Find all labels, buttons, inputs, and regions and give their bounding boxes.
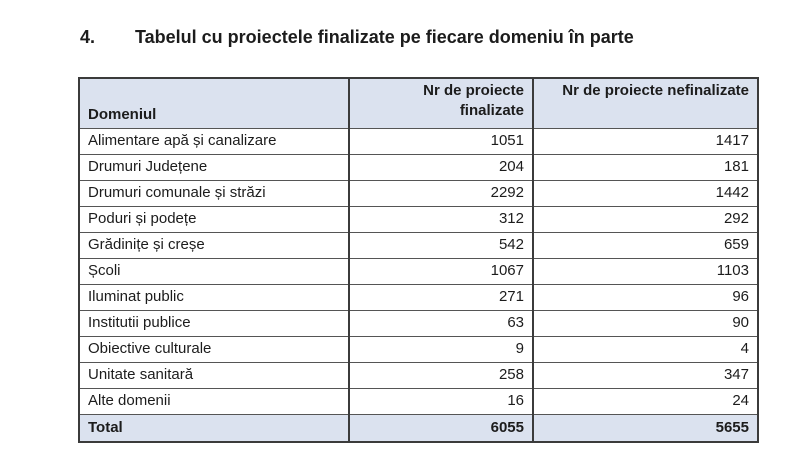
table-row: Drumuri Județene 204 181	[78, 154, 758, 181]
domain-cell: Alimentare apă și canalizare	[78, 128, 349, 155]
domain-cell: Obiective culturale	[78, 336, 349, 363]
table-row: Obiective culturale 9 4	[78, 336, 758, 363]
table-row: Institutii publice 63 90	[78, 310, 758, 337]
finalized-cell: 1051	[348, 128, 533, 155]
unfinalized-cell: 4	[532, 336, 758, 363]
section-number: 4.	[80, 27, 96, 47]
finalized-cell: 63	[348, 310, 533, 337]
table-row: Școli 1067 1103	[78, 258, 758, 285]
unfinalized-cell: 24	[532, 388, 758, 415]
unfinalized-cell: 96	[532, 284, 758, 311]
header-finalized: Nr de proiecte finalizate	[348, 78, 533, 129]
table-row: Iluminat public 271 96	[78, 284, 758, 311]
finalized-cell: 9	[348, 336, 533, 363]
finalized-cell: 258	[348, 362, 533, 389]
total-unfinalized: 5655	[532, 414, 758, 442]
domain-cell: Alte domenii	[78, 388, 349, 415]
domain-cell: Școli	[78, 258, 349, 285]
table-row: Drumuri comunale și străzi 2292 1442	[78, 180, 758, 207]
finalized-cell: 1067	[348, 258, 533, 285]
domain-cell: Drumuri Județene	[78, 154, 349, 181]
table-body: Alimentare apă și canalizare 1051 1417 D…	[78, 128, 758, 415]
total-label: Total	[78, 414, 349, 442]
table-row: Unitate sanitară 258 347	[78, 362, 758, 389]
unfinalized-cell: 659	[532, 232, 758, 259]
total-finalized: 6055	[348, 414, 533, 442]
finalized-cell: 204	[348, 154, 533, 181]
table-row: Alimentare apă și canalizare 1051 1417	[78, 128, 758, 155]
unfinalized-cell: 347	[532, 362, 758, 389]
table-row: Grădinițe și creșe 542 659	[78, 232, 758, 259]
unfinalized-cell: 90	[532, 310, 758, 337]
finalized-cell: 271	[348, 284, 533, 311]
table-row: Poduri și podețe 312 292	[78, 206, 758, 233]
table-footer: Total 6055 5655	[78, 414, 758, 442]
unfinalized-cell: 292	[532, 206, 758, 233]
projects-table: Domeniul Nr de proiecte finalizate Nr de…	[78, 77, 759, 443]
header-row: Domeniul Nr de proiecte finalizate Nr de…	[78, 78, 758, 129]
header-unfinalized: Nr de proiecte nefinalizate	[532, 78, 758, 129]
section-heading: 4. Tabelul cu proiectele finalizate pe fi…	[80, 27, 634, 48]
table-row: Alte domenii 16 24	[78, 388, 758, 415]
unfinalized-cell: 181	[532, 154, 758, 181]
domain-cell: Poduri și podețe	[78, 206, 349, 233]
domain-cell: Grădinițe și creșe	[78, 232, 349, 259]
unfinalized-cell: 1417	[532, 128, 758, 155]
unfinalized-cell: 1103	[532, 258, 758, 285]
finalized-cell: 16	[348, 388, 533, 415]
domain-cell: Drumuri comunale și străzi	[78, 180, 349, 207]
finalized-cell: 312	[348, 206, 533, 233]
domain-cell: Iluminat public	[78, 284, 349, 311]
domain-cell: Institutii publice	[78, 310, 349, 337]
unfinalized-cell: 1442	[532, 180, 758, 207]
header-domain: Domeniul	[78, 78, 349, 129]
section-title: Tabelul cu proiectele finalizate pe fiec…	[135, 27, 634, 47]
finalized-cell: 2292	[348, 180, 533, 207]
total-row: Total 6055 5655	[78, 414, 758, 442]
finalized-cell: 542	[348, 232, 533, 259]
domain-cell: Unitate sanitară	[78, 362, 349, 389]
table-header: Domeniul Nr de proiecte finalizate Nr de…	[78, 78, 758, 129]
